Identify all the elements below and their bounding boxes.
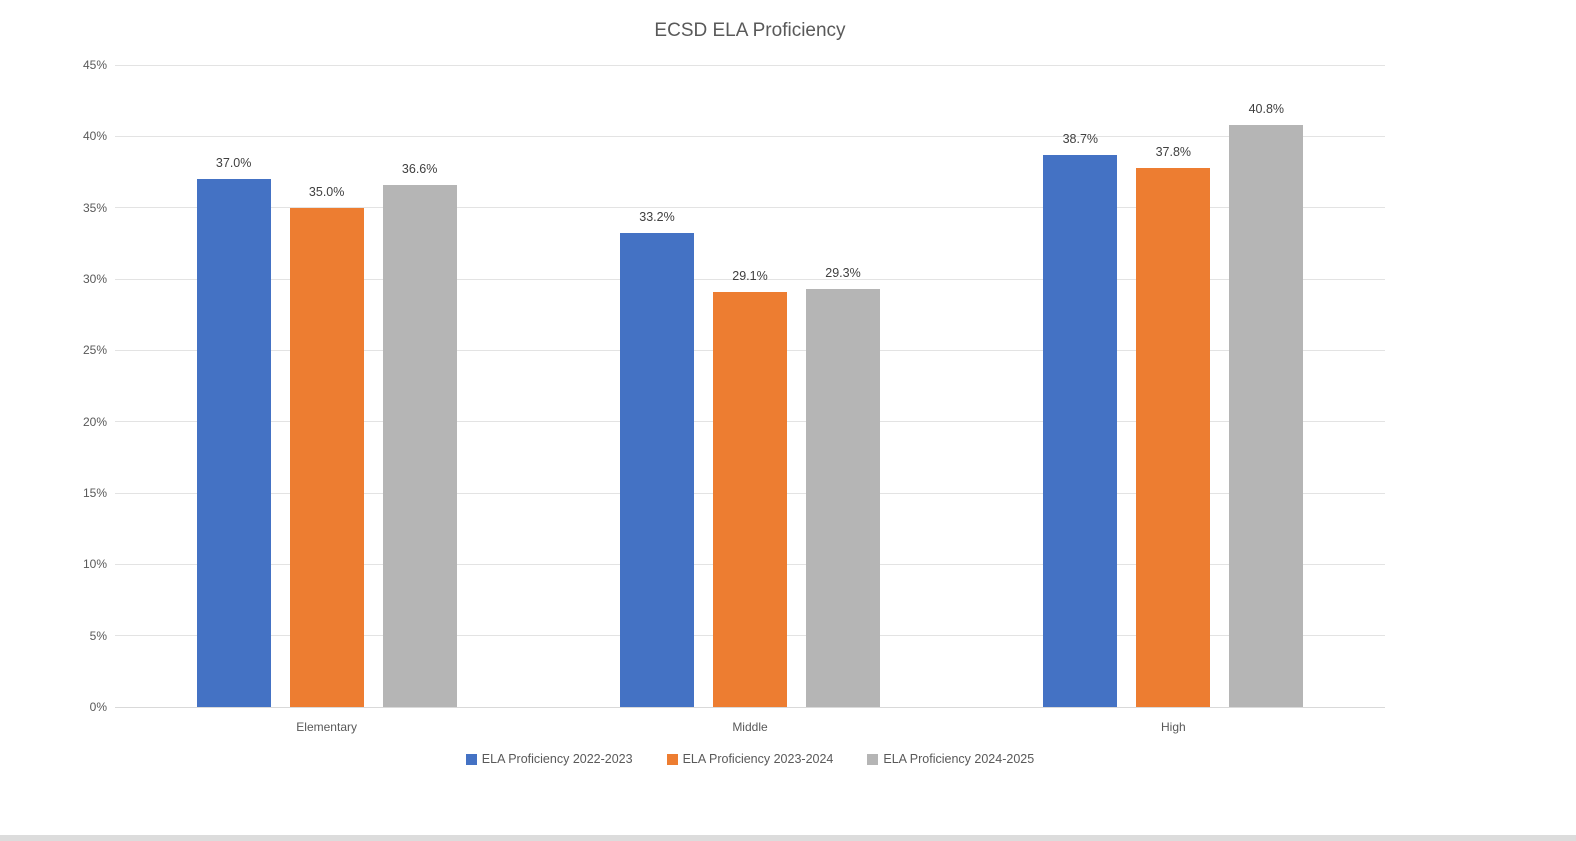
legend-item-series2[interactable]: ELA Proficiency 2023-2024	[666, 752, 834, 766]
bar-series1-high[interactable]	[1043, 154, 1118, 707]
data-label: 37.8%	[1155, 144, 1192, 159]
bar-series2-high[interactable]	[1136, 167, 1211, 707]
bar-series1-elementary[interactable]	[196, 179, 271, 707]
legend-label: ELA Proficiency 2022-2023	[481, 752, 633, 766]
gridline	[115, 278, 1385, 280]
legend-swatch-icon	[666, 753, 678, 765]
gridline	[115, 207, 1385, 209]
legend-label: ELA Proficiency 2024-2025	[883, 752, 1035, 766]
y-axis-tick-label: 35%	[82, 200, 107, 215]
gridline	[115, 135, 1385, 137]
legend-label: ELA Proficiency 2023-2024	[682, 752, 834, 766]
y-axis-tick-label: 15%	[82, 486, 107, 500]
legend-item-series1[interactable]: ELA Proficiency 2022-2023	[465, 752, 633, 766]
y-axis-tick-label: 25%	[82, 343, 107, 358]
data-label: 35.0%	[308, 184, 345, 199]
bottom-strip	[0, 835, 1576, 841]
bar-series3-high[interactable]	[1229, 124, 1304, 707]
data-label: 29.1%	[732, 268, 768, 283]
x-axis-category-label: High	[1160, 720, 1186, 734]
data-label: 40.8%	[1248, 101, 1285, 116]
data-label: 37.0%	[215, 156, 252, 171]
legend: ELA Proficiency 2022-2023 ELA Proficiency…	[115, 752, 1385, 766]
bar-series3-elementary[interactable]	[382, 184, 457, 707]
chart-title: ECSD ELA Proficiency	[654, 20, 846, 41]
y-axis-tick-label: 20%	[82, 414, 107, 429]
bar-series2-middle[interactable]	[713, 291, 787, 707]
bar-series1-middle[interactable]	[620, 233, 694, 707]
bar-series2-elementary[interactable]	[289, 207, 364, 707]
x-axis-category-label: Elementary	[296, 720, 357, 734]
y-axis-tick-label: 45%	[82, 58, 107, 72]
data-label: 33.2%	[639, 210, 675, 225]
y-axis-tick-label: 0%	[89, 700, 107, 714]
plot-area: 37.0% 35.0% 36.6% Elementary 33.2% 29.1% 29.3%…	[115, 64, 1385, 734]
data-label: 29.3%	[825, 265, 861, 280]
gridline	[115, 64, 1385, 66]
y-axis-tick-label: 30%	[82, 272, 107, 286]
data-label: 38.7%	[1062, 131, 1099, 146]
y-axis-tick-label: 5%	[89, 628, 107, 643]
y-axis-tick-label: 10%	[82, 557, 107, 572]
bar-series3-middle[interactable]	[806, 289, 880, 707]
y-axis-tick-label: 40%	[82, 129, 107, 144]
legend-swatch-icon	[465, 753, 477, 765]
x-axis-category-label: Middle	[732, 720, 768, 734]
data-label: 36.6%	[401, 161, 438, 176]
legend-item-series3[interactable]: ELA Proficiency 2024-2025	[867, 752, 1034, 766]
gridline	[115, 706, 1385, 708]
legend-swatch-icon	[867, 753, 879, 765]
